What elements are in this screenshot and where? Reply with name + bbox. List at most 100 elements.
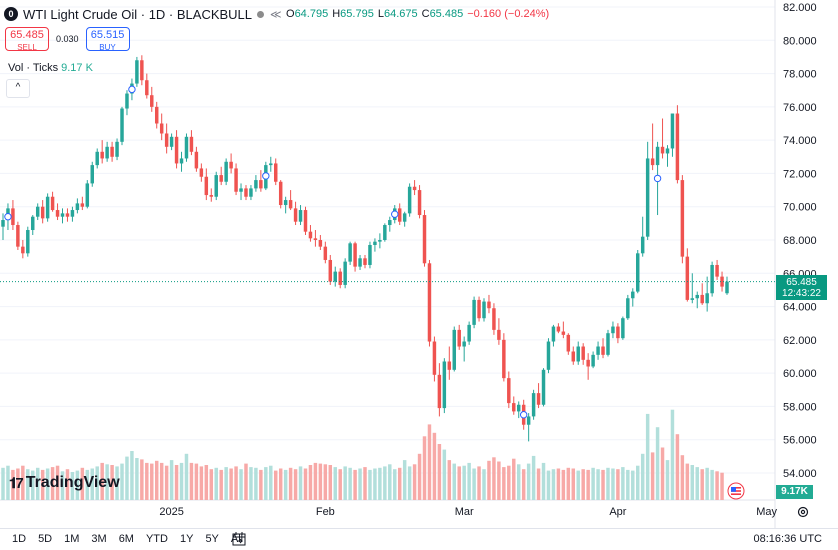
candle [720, 271, 724, 292]
candle [397, 203, 402, 226]
candle [581, 343, 585, 365]
sell-label: SELL [17, 43, 37, 52]
volume-bar [407, 466, 412, 500]
symbol-title[interactable]: WTI Light Crude Oil · 1D · BLACKBULL [23, 6, 253, 22]
volume-bar [1, 467, 5, 500]
volume-bar [338, 469, 342, 500]
price-tick-label: 60.000 [783, 368, 817, 380]
candle [383, 223, 387, 242]
volume-bar [204, 465, 209, 500]
volume-bar [531, 455, 536, 500]
volume-bar [65, 469, 70, 500]
flag-icon[interactable] [727, 482, 745, 500]
volume-bar [110, 465, 114, 500]
candle [368, 241, 372, 269]
candle [725, 276, 729, 295]
event-marker[interactable] [262, 172, 270, 180]
candle [442, 358, 447, 414]
candle [95, 148, 99, 169]
time-axis: 2025FebMarAprMayJunJul [159, 506, 777, 518]
candle [125, 90, 129, 116]
volume-bar [95, 466, 99, 500]
candle [462, 336, 466, 362]
event-marker[interactable] [391, 210, 399, 218]
range-5y[interactable]: 5Y [205, 533, 219, 545]
volume-bar [358, 468, 362, 500]
volume-bar [224, 467, 228, 500]
candle [710, 261, 714, 297]
event-marker[interactable] [519, 411, 528, 419]
settings-icon[interactable] [797, 506, 809, 518]
volume-bar [626, 469, 630, 500]
candle [50, 191, 55, 212]
candle [640, 216, 645, 257]
candle [60, 208, 65, 224]
candle [526, 413, 531, 442]
candle [665, 145, 670, 167]
ohlc-values: O 64.795 H 65.795 L 64.675 C 65.485 −0.160 (… [286, 3, 549, 25]
volume-bar [447, 460, 452, 500]
range-all[interactable]: All [230, 533, 244, 545]
buy-button[interactable]: 65.515 BUY [85, 27, 130, 52]
range-1d[interactable]: 1D [12, 533, 27, 545]
event-marker[interactable] [653, 174, 662, 183]
volume-legend[interactable]: Vol · Ticks 9.17 K [8, 62, 93, 74]
volume-bar [50, 467, 55, 500]
volume-bar [685, 463, 690, 500]
volume-bar [348, 467, 352, 500]
volume-bar [412, 464, 417, 500]
range-6m[interactable]: 6M [118, 533, 134, 545]
tradingview-logo[interactable]: 𝟏7 TradingView [9, 474, 120, 492]
collapse-indicators-button[interactable]: ^ [6, 79, 30, 98]
candle [224, 158, 228, 186]
symbol-legend[interactable]: 0 WTI Light Crude Oil · 1D · BLACKBULL ≪ [4, 3, 282, 25]
volume-bar [16, 468, 20, 500]
volume-bar [249, 467, 253, 500]
volume-bar [174, 465, 179, 500]
range-3m[interactable]: 3M [91, 533, 107, 545]
volume-bar [437, 444, 442, 500]
low-value: 64.675 [383, 8, 418, 20]
event-marker[interactable] [4, 213, 12, 221]
volume-bar [417, 453, 422, 500]
price-tick-label: 62.000 [783, 335, 817, 347]
volume-bar [472, 468, 476, 500]
range-1y[interactable]: 1Y [179, 533, 194, 545]
volume-bar [75, 470, 80, 500]
open-value: 64.795 [294, 8, 329, 20]
calendar-range-icon[interactable] [231, 531, 247, 547]
candle [402, 211, 407, 227]
range-ytd[interactable]: YTD [145, 533, 168, 545]
candle [417, 185, 422, 219]
range-1m[interactable]: 1M [64, 533, 80, 545]
volume-bar [259, 469, 263, 500]
sell-button[interactable]: 65.485 SELL [5, 27, 49, 52]
volume-bar [556, 468, 561, 500]
candle [293, 201, 298, 226]
candle [507, 371, 511, 409]
event-marker[interactable] [128, 85, 136, 94]
volume-bar [90, 468, 94, 500]
candle [135, 56, 139, 87]
volume-bar [720, 472, 724, 500]
candle [298, 205, 303, 226]
volume-bar [333, 467, 337, 500]
collapse-legend-icon[interactable]: ≪ [270, 8, 282, 21]
volume-bar [462, 465, 466, 500]
volume-bar [516, 464, 521, 500]
grid [0, 6, 775, 474]
volume-bar [159, 462, 164, 500]
utc-clock[interactable]: 08:16:36 UTC [753, 533, 822, 545]
volume-bar [695, 467, 699, 500]
volume-bar [145, 462, 149, 500]
volume-bar [611, 468, 615, 500]
candle [531, 389, 536, 420]
range-5d[interactable]: 5D [38, 533, 53, 545]
candle [159, 113, 164, 141]
price-tick-label: 82.000 [783, 2, 817, 14]
volume-bar [328, 465, 333, 500]
candle [650, 123, 655, 171]
volume-bar [189, 462, 194, 500]
candle [189, 130, 194, 156]
